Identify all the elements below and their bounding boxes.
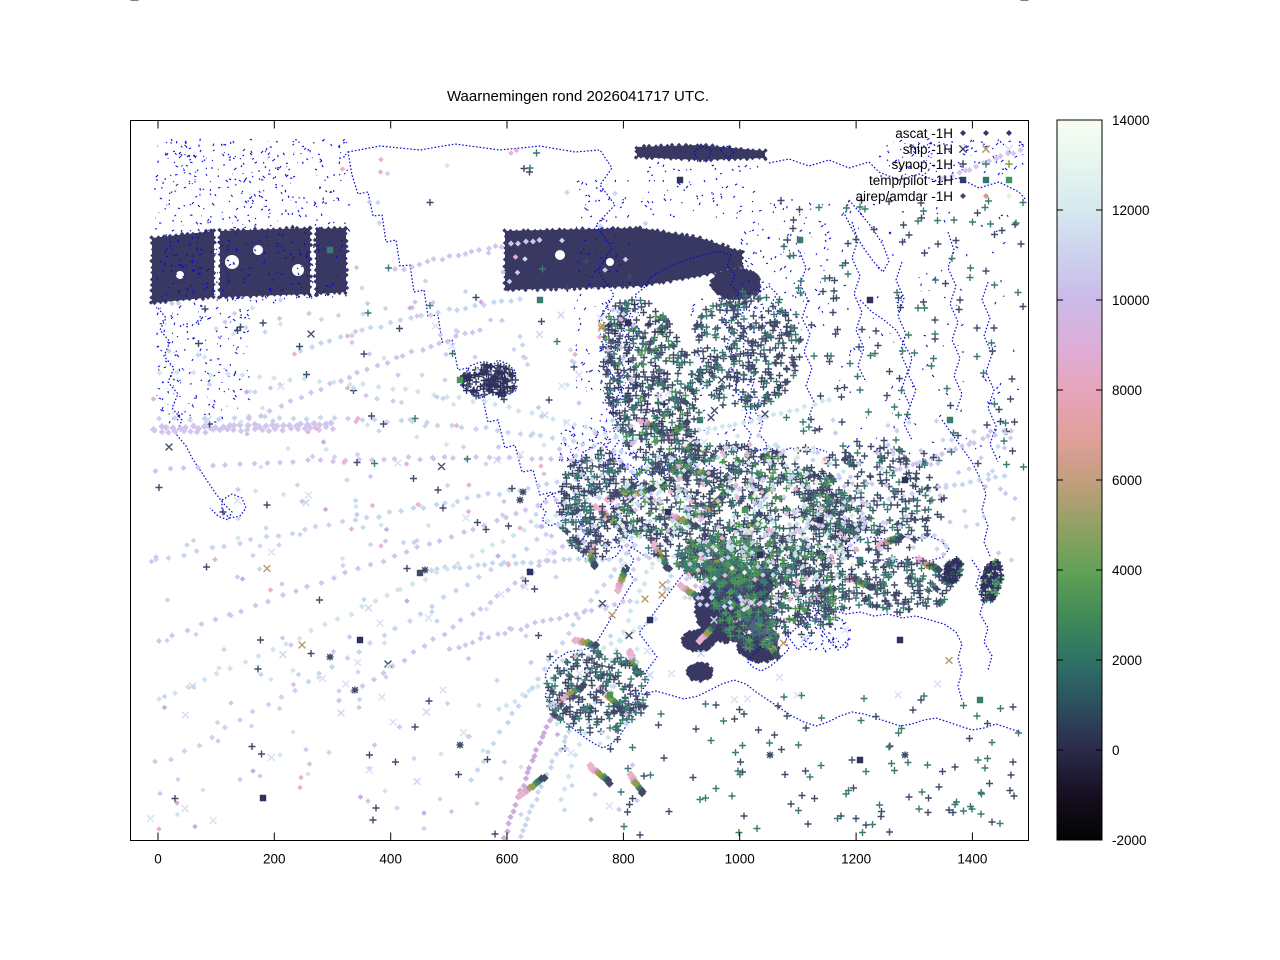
coast-detail-noise [154,138,351,304]
coastline [941,419,991,557]
legend-marker-p [1005,160,1013,168]
coast-detail-noise [799,598,852,653]
legend-marker-s [1005,176,1013,184]
coastline [947,231,963,413]
airep-track-points [500,698,565,841]
svg-text:0: 0 [114,0,122,3]
station-points [416,569,424,577]
legend-marker-d [960,130,966,136]
coastline [831,609,963,701]
ascat-swath-blob [688,664,712,680]
swath-gap [555,250,565,260]
coastline [859,299,917,407]
svg-text:800: 800 [99,0,122,3]
legend-marker-x [1004,144,1014,154]
svg-text:1000: 1000 [91,0,121,3]
legend-marker-d [983,193,989,199]
plot-frame: 0200400600800100012001400020040060080010… [91,0,1029,867]
svg-text:8000: 8000 [1112,383,1142,398]
coast-detail-noise [878,137,1024,178]
svg-text:600: 600 [496,852,519,867]
coastline [750,285,782,341]
coastline [851,221,867,383]
svg-text:-2000: -2000 [1112,833,1147,848]
airep-track-points [149,147,1024,704]
legend-marker-p [959,160,967,168]
map-layers [146,137,1027,841]
legend-marker-d [1006,130,1012,136]
legend-label: ship -1H [903,142,953,157]
svg-text:200: 200 [99,0,122,3]
legend-marker-d [960,193,966,199]
legend-label: synop -1H [891,157,953,172]
coast-detail-noise [839,203,1020,459]
colorbar: -2000 0 2000 4000 6000 8000 10000 12000 14000 [1056,113,1150,848]
coastline [768,158,1027,201]
obs-cluster-points [263,321,953,665]
coastline [799,251,815,421]
coastline [971,559,993,671]
swath-gap [225,255,239,269]
coast-detail-noise [573,179,631,420]
colorbar-gradient [1056,119,1103,841]
station-points [326,488,909,759]
coastline [157,307,233,521]
legend-label: temp/pilot -1H [869,173,953,188]
swath-gap [176,271,184,279]
svg-text:200: 200 [263,852,286,867]
ascat-swath-band [316,228,346,294]
swath-gap [292,264,304,276]
coastline [718,299,828,453]
svg-text:10000: 10000 [1112,293,1150,308]
legend-marker-d [1006,193,1012,199]
coastline [981,281,999,463]
swath-gap [253,245,263,255]
obs-cluster-points [459,301,1004,603]
coastline [693,145,713,163]
svg-text:1200: 1200 [841,852,871,867]
ascat-swath-blob [712,269,760,299]
legend-label: ascat -1H [895,126,953,141]
svg-text:600: 600 [99,0,122,3]
legend-marker-d [983,130,989,136]
obs-cluster-points [188,311,809,786]
svg-text:14000: 14000 [1112,113,1150,128]
coastline [844,198,890,274]
svg-text:400: 400 [379,852,402,867]
legend-marker-p [982,160,990,168]
svg-text:12000: 12000 [1112,203,1150,218]
svg-text:400: 400 [99,0,122,3]
coast-detail-noise [640,159,759,219]
svg-text:2000: 2000 [1112,653,1142,668]
coastline [544,467,858,749]
obs-cluster-points [161,299,594,830]
legend-marker-s [959,176,967,184]
coastline [755,585,851,651]
chart-title: Waarnemingen rond 2026041717 UTC. [446,88,710,105]
legend-marker-s [982,176,990,184]
svg-text:4000: 4000 [1112,563,1142,578]
svg-text:6000: 6000 [1112,473,1142,488]
legend-label: airep/amdar -1H [855,189,953,204]
svg-text:800: 800 [612,852,635,867]
coastline [575,441,623,563]
legend-marker-x [958,144,968,154]
svg-text:1000: 1000 [725,852,755,867]
ascat-swath-band [637,145,765,160]
svg-text:0: 0 [1112,743,1120,758]
obs-cluster-points [161,170,1017,832]
svg-text:0: 0 [154,852,162,867]
swath-gap [606,258,614,266]
airep-track-points [153,296,1008,840]
obs-cluster-points [146,314,942,825]
coast-detail-noise [155,302,251,431]
plot-border [130,120,1029,841]
svg-text:1400: 1400 [957,852,987,867]
legend-marker-x [981,144,991,154]
